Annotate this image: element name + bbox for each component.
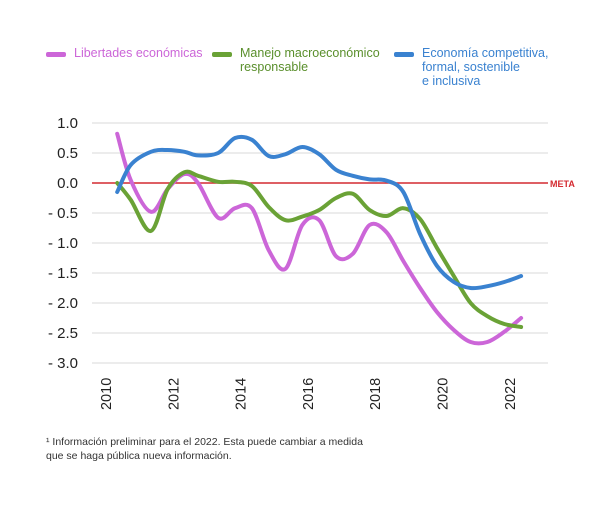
y-tick-label: - 1.5	[48, 265, 78, 282]
legend-swatch-manejo	[212, 52, 232, 57]
series-lines	[115, 131, 524, 346]
y-tick-label: - 2.0	[48, 295, 78, 312]
footnote: ¹ Información preliminar para el 2022. E…	[46, 436, 363, 462]
grid-lines	[92, 122, 548, 364]
legend-swatch-economia	[394, 52, 414, 57]
x-tick-label: 2012	[166, 378, 182, 410]
y-tick-label: 0.5	[57, 145, 78, 162]
y-tick-label: 0.0	[57, 175, 78, 192]
legend-label-manejo: Manejo macroeconómico responsable	[240, 46, 380, 74]
reference-line-label: META	[550, 179, 575, 189]
x-tick-label: 2014	[234, 378, 250, 410]
legend-item-manejo: Manejo macroeconómico responsable	[212, 46, 380, 74]
y-tick-label: - 3.0	[48, 355, 78, 372]
legend-item-libertades: Libertades económicas	[46, 46, 203, 60]
x-axis-ticks: 2010 2012 2014 2016 2018 2020 2022	[99, 378, 519, 410]
y-axis-ticks: 1.0 0.5 0.0 - 0.5 - 1.0 - 1.5 - 2.0 - 2.5 - 3.0	[48, 115, 78, 372]
x-tick-label: 2020	[436, 378, 452, 410]
y-tick-label: - 0.5	[48, 205, 78, 222]
x-tick-label: 2018	[368, 378, 384, 410]
series-line-libertades	[115, 131, 524, 346]
series-line-manejo	[115, 169, 524, 329]
y-tick-label: 1.0	[57, 115, 78, 132]
reference-line-group: META	[92, 179, 575, 189]
x-tick-label: 2016	[301, 378, 317, 410]
legend-swatch-libertades	[46, 52, 66, 57]
series-line-economia	[115, 134, 524, 291]
legend-label-economia: Economía competitiva, formal, sostenible…	[422, 46, 549, 88]
y-tick-label: - 1.0	[48, 235, 78, 252]
y-tick-label: - 2.5	[48, 325, 78, 342]
legend-item-economia: Economía competitiva, formal, sostenible…	[394, 46, 548, 88]
x-tick-label: 2010	[99, 378, 115, 410]
x-tick-label: 2022	[503, 378, 519, 410]
legend-label-libertades: Libertades económicas	[74, 46, 203, 60]
